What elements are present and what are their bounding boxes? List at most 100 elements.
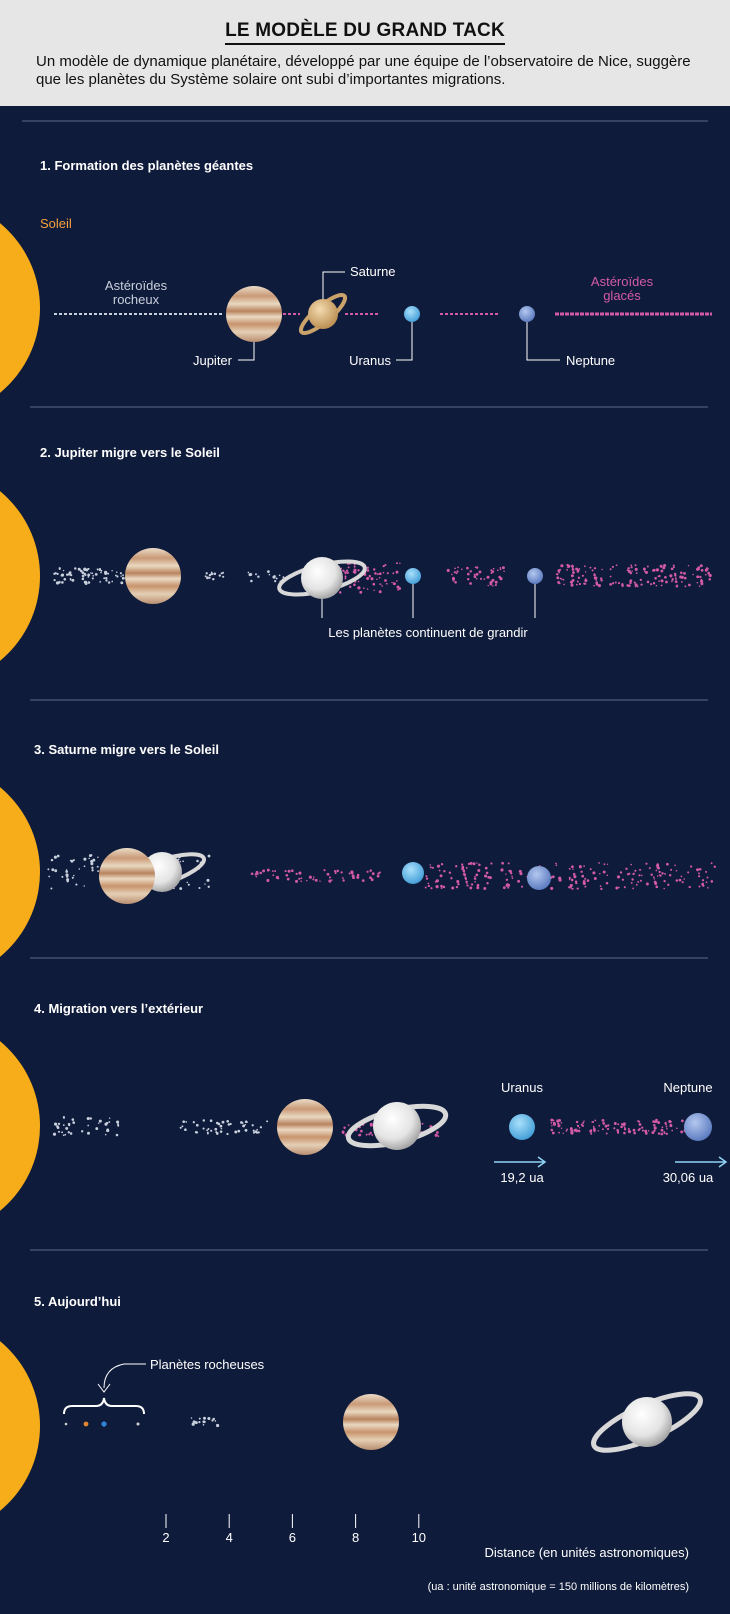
asteroid bbox=[217, 1122, 221, 1126]
asteroid bbox=[240, 1121, 243, 1124]
asteroid bbox=[455, 885, 459, 889]
asteroid bbox=[593, 1128, 596, 1132]
asteroid bbox=[219, 1130, 223, 1133]
asteroid bbox=[502, 886, 506, 890]
asteroid bbox=[71, 1118, 75, 1121]
asteroid bbox=[687, 871, 690, 874]
asteroid bbox=[255, 573, 257, 576]
asteroid bbox=[626, 873, 630, 876]
asteroid bbox=[244, 1120, 248, 1124]
asteroid bbox=[696, 868, 700, 872]
asteroid bbox=[179, 860, 182, 863]
asteroid bbox=[434, 1133, 438, 1137]
asteroid bbox=[421, 1122, 424, 1125]
asteroid bbox=[582, 1121, 585, 1124]
asteroid bbox=[256, 872, 259, 876]
asteroid bbox=[634, 583, 638, 587]
section-1: 1. Formation des planètes géantes Soleil… bbox=[0, 158, 712, 393]
asteroid bbox=[606, 1127, 610, 1131]
asteroid bbox=[660, 1132, 664, 1136]
asteroid bbox=[628, 584, 631, 587]
sun bbox=[0, 787, 40, 957]
asteroid bbox=[560, 1127, 563, 1130]
asteroid bbox=[73, 874, 75, 877]
asteroid bbox=[645, 862, 648, 865]
asteroid bbox=[227, 1123, 231, 1126]
asteroid bbox=[369, 1131, 372, 1135]
asteroid bbox=[83, 567, 87, 571]
asteroid bbox=[615, 886, 619, 890]
asteroid bbox=[106, 1128, 109, 1131]
asteroid bbox=[571, 887, 574, 890]
asteroid bbox=[578, 1127, 581, 1129]
asteroid bbox=[97, 870, 100, 873]
asteroid bbox=[583, 582, 587, 585]
saturne bbox=[345, 1102, 449, 1150]
sun bbox=[0, 1341, 40, 1511]
asteroid bbox=[273, 575, 276, 578]
asteroid bbox=[600, 577, 603, 580]
asteroid bbox=[111, 569, 113, 572]
asteroid bbox=[90, 862, 94, 866]
asteroid bbox=[477, 868, 481, 873]
asteroid bbox=[282, 576, 285, 579]
asteroid bbox=[661, 1126, 664, 1129]
asteroid bbox=[558, 571, 560, 574]
asteroid bbox=[584, 578, 587, 581]
asteroid bbox=[259, 1126, 263, 1129]
asteroid bbox=[256, 1128, 259, 1131]
asteroid bbox=[490, 572, 493, 574]
asteroid bbox=[91, 869, 94, 872]
asteroid bbox=[653, 1129, 656, 1132]
neptune-label: Neptune bbox=[566, 353, 615, 368]
axis-tick-label: 4 bbox=[226, 1530, 233, 1545]
asteroid bbox=[680, 875, 683, 878]
asteroid bbox=[100, 571, 102, 574]
asteroid bbox=[346, 571, 349, 574]
asteroid bbox=[578, 582, 581, 586]
asteroid bbox=[91, 577, 94, 580]
asteroid bbox=[674, 577, 677, 579]
asteroid bbox=[595, 579, 598, 581]
asteroid bbox=[100, 569, 103, 572]
asteroid bbox=[698, 885, 701, 888]
asteroid bbox=[613, 1127, 616, 1130]
section-title: 2. Jupiter migre vers le Soleil bbox=[40, 445, 220, 460]
asteroid bbox=[357, 1134, 360, 1137]
asteroid bbox=[607, 1124, 610, 1127]
asteroid bbox=[198, 1417, 201, 1420]
asteroid bbox=[81, 574, 85, 578]
asteroid bbox=[372, 582, 376, 586]
asteroid bbox=[620, 1125, 623, 1129]
asteroid bbox=[664, 872, 666, 875]
asteroid bbox=[633, 581, 636, 584]
icy-asteroids-label: Astéroïdes glacés bbox=[591, 274, 654, 303]
asteroid bbox=[628, 1131, 631, 1133]
asteroid bbox=[237, 1129, 241, 1133]
asteroid bbox=[655, 584, 658, 587]
asteroid bbox=[688, 583, 691, 587]
asteroid bbox=[206, 1129, 208, 1131]
asteroid bbox=[478, 863, 481, 866]
asteroid bbox=[122, 577, 125, 580]
asteroid bbox=[440, 863, 444, 866]
brace bbox=[63, 1363, 146, 1415]
asteroid bbox=[499, 568, 502, 571]
asteroid bbox=[476, 886, 480, 890]
asteroid bbox=[634, 869, 637, 872]
asteroid bbox=[642, 567, 646, 571]
asteroid bbox=[295, 879, 298, 883]
asteroid bbox=[489, 582, 493, 586]
asteroid bbox=[392, 572, 395, 575]
distance-axis: 2 4 6 8 10 bbox=[162, 1514, 426, 1545]
asteroid bbox=[505, 873, 507, 875]
asteroid bbox=[313, 876, 315, 878]
asteroid bbox=[575, 1128, 577, 1131]
neptune bbox=[519, 306, 535, 322]
asteroid bbox=[90, 572, 92, 574]
asteroid bbox=[343, 1126, 346, 1129]
asteroid bbox=[593, 584, 595, 587]
asteroid bbox=[366, 870, 369, 873]
asteroid bbox=[634, 567, 638, 571]
asteroid bbox=[671, 580, 673, 583]
